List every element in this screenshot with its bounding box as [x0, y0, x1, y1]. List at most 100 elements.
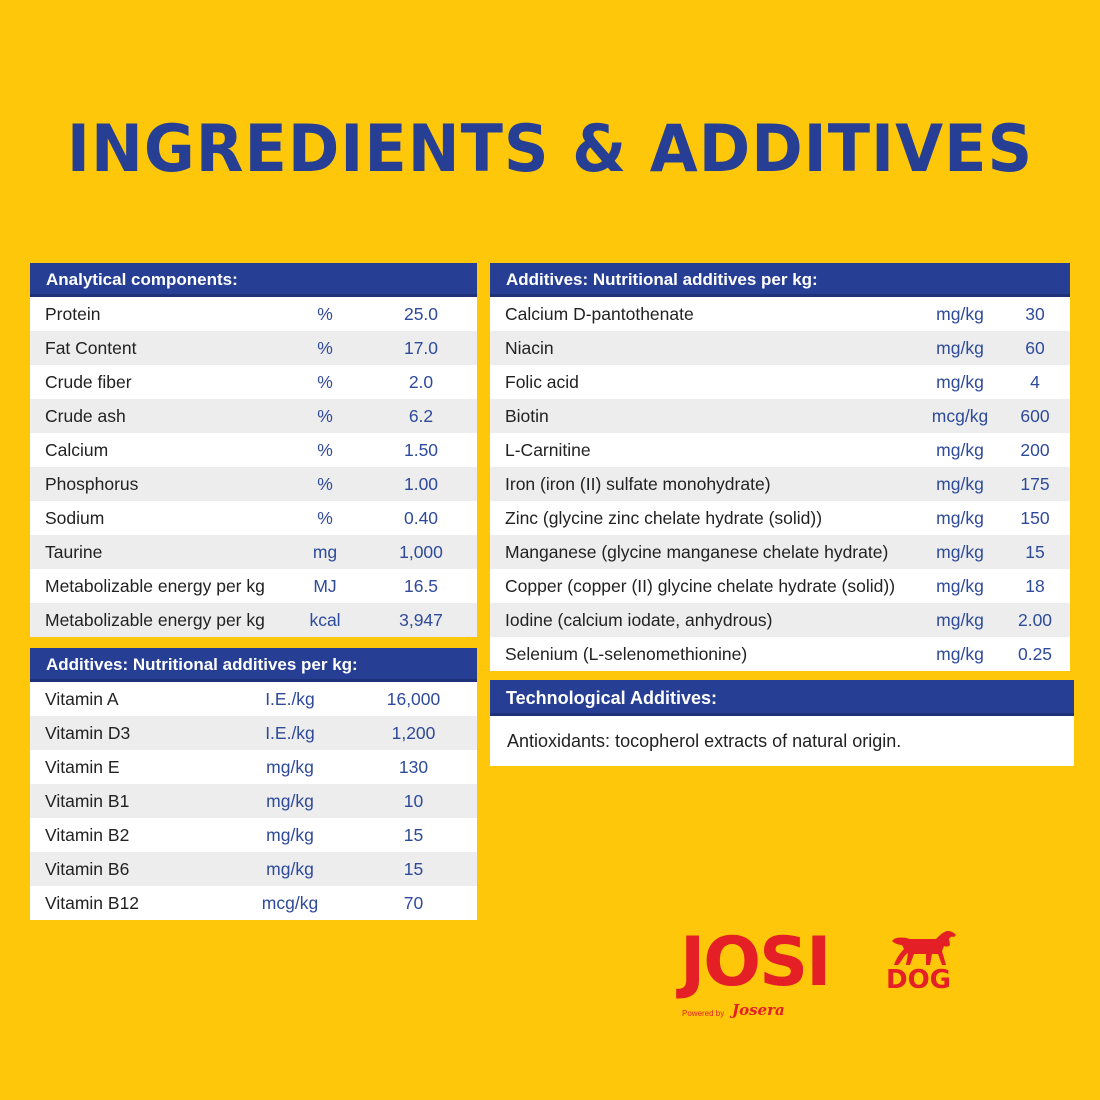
row-unit: MJ: [313, 575, 337, 596]
row-unit: %: [317, 371, 333, 392]
josidog-logo: JOSI DOG Powered by Josera: [680, 925, 970, 1025]
row-value: 1,200: [391, 722, 436, 743]
page-title: INGREDIENTS & ADDITIVES: [66, 110, 1034, 187]
table-row: Vitamin A I.E./kg 16,000: [30, 682, 477, 716]
row-value: 70: [403, 892, 424, 913]
row-name: Sodium: [45, 507, 105, 528]
row-unit: mg/kg: [936, 371, 984, 392]
row-name: Vitamin D3: [45, 722, 131, 743]
row-unit: mcg/kg: [261, 892, 319, 913]
table-row: Zinc (glycine zinc chelate hydrate (soli…: [490, 501, 1070, 535]
row-value: 150: [1020, 507, 1050, 528]
row-value: 16.5: [403, 575, 439, 596]
row-name: Calcium D-pantothenate: [505, 303, 694, 324]
row-value: 30: [1025, 303, 1045, 324]
table-row: Crude fiber% 2.0: [30, 365, 477, 399]
row-unit: I.E./kg: [265, 722, 315, 743]
row-unit: %: [317, 303, 333, 324]
row-unit: mg/kg: [266, 824, 314, 845]
row-value: 2.0: [408, 371, 434, 392]
row-value: 6.2: [408, 405, 434, 426]
row-name: Copper (copper (II) glycine chelate hydr…: [505, 575, 896, 596]
row-unit: %: [317, 337, 333, 358]
row-unit: mg/kg: [936, 439, 984, 460]
row-unit: mg/kg: [936, 473, 984, 494]
row-name: Vitamin B6: [45, 858, 130, 879]
logo-brand: JOSI: [680, 923, 831, 1002]
table-row: Copper (copper (II) glycine chelate hydr…: [490, 569, 1070, 603]
row-unit: %: [317, 507, 333, 528]
table-row: Vitamin B6 mg/kg 15: [30, 852, 477, 886]
table-row: Iodine (calcium iodate, anhydrous) mg/kg 2…: [490, 603, 1070, 637]
logo-powered-by: Powered by: [682, 1009, 725, 1018]
table-body: Calcium D-pantothenate mg/kg 30 Niacin mg/kg…: [490, 297, 1070, 671]
row-value: 200: [1020, 439, 1050, 460]
row-unit: kcal: [309, 609, 341, 630]
table-row: Vitamin E mg/kg 130: [30, 750, 477, 784]
row-name: Fat Content: [45, 337, 137, 358]
row-value: 1,000: [399, 541, 443, 562]
table-row: Crude ash% 6.2: [30, 399, 477, 433]
table-row: Folic acid mg/kg 4: [490, 365, 1070, 399]
row-unit: I.E./kg: [265, 688, 315, 709]
table-row: Niacin mg/kg 60: [490, 331, 1070, 365]
row-value: 15: [403, 858, 424, 879]
table-heading: Analytical components:: [30, 263, 477, 297]
table-row: Taurine mg 1,000: [30, 535, 477, 569]
row-value: 175: [1020, 473, 1050, 494]
row-unit: mg/kg: [266, 858, 314, 879]
row-name: Metabolizable energy per kg: [45, 575, 265, 596]
table-row: Fat Content% 17.0: [30, 331, 477, 365]
table-heading: Additives: Nutritional additives per kg:: [490, 263, 1070, 297]
row-unit: %: [317, 405, 333, 426]
table-row: Sodium% 0.40: [30, 501, 477, 535]
table-row: Metabolizable energy per kg MJ 16.5: [30, 569, 477, 603]
row-name: Iodine (calcium iodate, anhydrous): [505, 609, 773, 630]
row-name: Taurine: [45, 541, 103, 562]
row-unit: mcg/kg: [931, 405, 989, 426]
table-row: Protein% 25.0: [30, 297, 477, 331]
row-name: Crude fiber: [45, 371, 132, 392]
table-heading: Additives: Nutritional additives per kg:: [30, 648, 477, 682]
row-value: 15: [403, 824, 424, 845]
row-name: Vitamin A: [45, 688, 119, 709]
row-name: Niacin: [505, 337, 554, 358]
row-name: Biotin: [505, 405, 549, 426]
table-row: Calcium D-pantothenate mg/kg 30: [490, 297, 1070, 331]
analytical-components-table: Analytical components: Protein% 25.0 Fat C…: [30, 263, 477, 637]
row-name: Vitamin B12: [45, 892, 140, 913]
row-value: 600: [1020, 405, 1050, 426]
technological-additives-text: Antioxidants: tocopherol extracts of nat…: [507, 731, 902, 751]
row-name: Selenium (L-selenomethionine): [505, 643, 748, 664]
row-unit: mg/kg: [266, 790, 314, 811]
table-heading: Technological Additives:: [490, 680, 1074, 716]
row-value: 15: [1025, 541, 1045, 562]
logo-sub: DOG: [886, 965, 952, 995]
row-value: 3,947: [399, 609, 443, 630]
row-name: Calcium: [45, 439, 109, 460]
row-unit: mg/kg: [936, 609, 984, 630]
row-name: Manganese (glycine manganese chelate hyd…: [505, 541, 889, 562]
row-value: 60: [1025, 337, 1045, 358]
table-row: Phosphorus% 1.00: [30, 467, 477, 501]
row-value: 10: [403, 790, 424, 811]
row-unit: mg/kg: [936, 507, 984, 528]
row-unit: mg/kg: [936, 575, 984, 596]
table-row: Manganese (glycine manganese chelate hyd…: [490, 535, 1070, 569]
row-unit: %: [317, 473, 333, 494]
table-row: Selenium (L-selenomethionine) mg/kg 0.25: [490, 637, 1070, 671]
row-unit: mg/kg: [936, 541, 984, 562]
table-body: Vitamin A I.E./kg 16,000 Vitamin D3 I.E./kg 1…: [30, 682, 477, 920]
row-name: Phosphorus: [45, 473, 139, 494]
row-value: 25.0: [403, 303, 439, 324]
vitamin-additives-table: Additives: Nutritional additives per kg:…: [30, 648, 477, 920]
table-body: Protein% 25.0 Fat Content% 17.0 Crude fiber%…: [30, 297, 477, 637]
row-name: Vitamin B1: [45, 790, 130, 811]
table-row: Vitamin D3 I.E./kg 1,200: [30, 716, 477, 750]
row-value: 1.50: [403, 439, 439, 460]
row-name: L-Carnitine: [505, 439, 591, 460]
row-unit: mg/kg: [936, 643, 984, 664]
row-value: 0.40: [403, 507, 439, 528]
row-unit: mg/kg: [936, 337, 984, 358]
row-name: Iron (iron (II) sulfate monohydrate): [505, 473, 771, 494]
